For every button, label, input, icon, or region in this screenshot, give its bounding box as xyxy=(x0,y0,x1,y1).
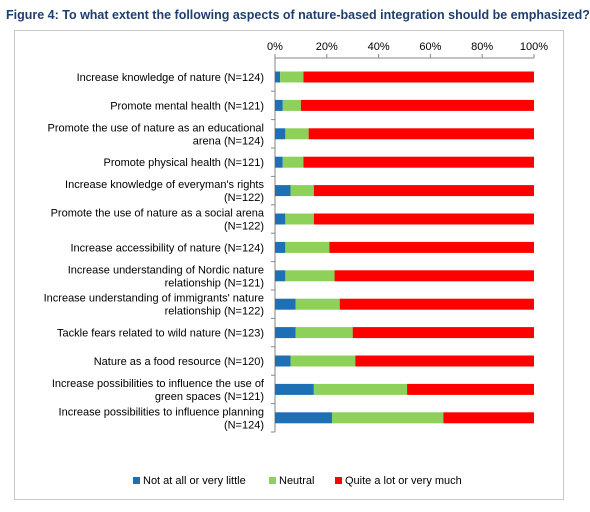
bar-segment xyxy=(285,241,330,253)
bar-segment xyxy=(300,99,534,111)
bar-segment xyxy=(275,270,286,282)
bar-segment xyxy=(275,355,291,367)
bar-segment xyxy=(339,298,534,310)
bar-segment xyxy=(443,412,534,424)
category-label: Promote physical health (N=121) xyxy=(104,157,265,169)
category-label: Increase knowledge of nature (N=124) xyxy=(77,72,264,84)
bar-segment xyxy=(303,71,534,83)
category-label: Nature as a food resource (N=120) xyxy=(94,356,264,368)
legend-swatch xyxy=(335,477,342,484)
bar-segment xyxy=(282,99,301,111)
bar-segment xyxy=(355,355,534,367)
category-label: Increase understanding of Nordic nature r… xyxy=(68,264,264,289)
bar-segment xyxy=(285,270,335,282)
category-label: Increase understanding of immigrants' na… xyxy=(44,293,264,318)
legend-label: Quite a lot or very much xyxy=(345,475,462,487)
category-label: Tackle fears related to wild nature (N=1… xyxy=(57,328,264,340)
bar-segment xyxy=(285,128,309,140)
category-label: Promote the use of nature as an educatio… xyxy=(48,122,264,147)
bar-segment xyxy=(275,71,281,83)
bar-segment xyxy=(280,71,304,83)
bar-segment xyxy=(407,383,534,395)
bar-segment xyxy=(275,99,283,111)
legend-swatch xyxy=(133,477,140,484)
bar-segment xyxy=(275,128,286,140)
legend-label: Not at all or very little xyxy=(143,475,246,487)
x-tick-label: 0% xyxy=(267,41,283,53)
bar-segment xyxy=(352,327,534,339)
bar-segment xyxy=(313,383,408,395)
category-label: Increase knowledge of everyman's rights(… xyxy=(65,179,264,204)
bar-segment xyxy=(308,128,534,140)
category-label: Promote the use of nature as a social ar… xyxy=(51,208,265,233)
bar-segment xyxy=(275,383,314,395)
legend-swatch xyxy=(269,477,276,484)
bar-segment xyxy=(334,270,534,282)
bar-segment xyxy=(275,298,296,310)
bar-segment xyxy=(290,185,314,197)
bar-segment xyxy=(275,213,286,225)
bar-segment xyxy=(275,241,286,253)
bar-segment xyxy=(295,327,353,339)
bar-segment xyxy=(313,213,534,225)
bar-segment xyxy=(331,412,444,424)
x-tick-label: 40% xyxy=(368,41,390,53)
category-label: Increase accessibility of nature (N=124) xyxy=(70,242,264,254)
bar-segment xyxy=(303,156,534,168)
bar-segment xyxy=(329,241,534,253)
category-label: Increase possibilities to influence the … xyxy=(52,378,265,403)
bar-segment xyxy=(295,298,340,310)
chart-title: Figure 4: To what extent the following a… xyxy=(6,8,590,22)
x-tick-label: 80% xyxy=(471,41,493,53)
bar-segment xyxy=(313,185,534,197)
legend-label: Neutral xyxy=(279,475,314,487)
bar-segment xyxy=(275,327,296,339)
bar-segment xyxy=(282,156,304,168)
category-label: Increase possibilities to influence plan… xyxy=(59,406,264,431)
bar-segment xyxy=(285,213,314,225)
x-tick-label: 20% xyxy=(316,41,338,53)
bar-segment xyxy=(275,156,283,168)
bar-segment xyxy=(290,355,356,367)
x-tick-label: 60% xyxy=(419,41,441,53)
bar-segment xyxy=(275,412,332,424)
category-label: Promote mental health (N=121) xyxy=(110,100,264,112)
bar-segment xyxy=(275,185,291,197)
x-tick-label: 100% xyxy=(520,41,548,53)
